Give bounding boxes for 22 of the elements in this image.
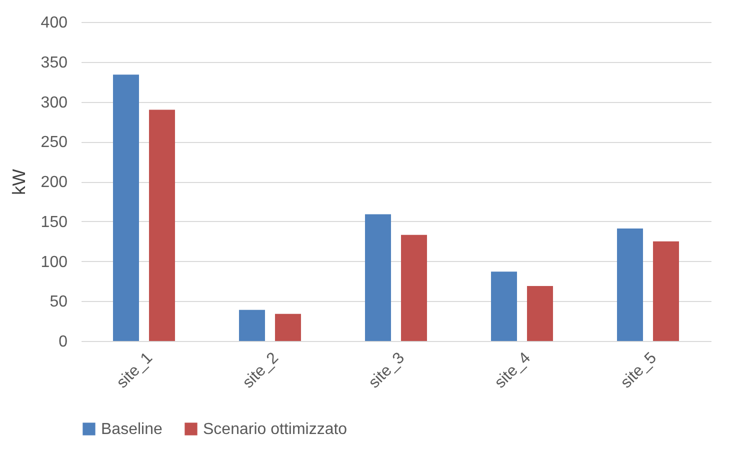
y-tick-label: 350	[40, 54, 68, 72]
bar	[365, 214, 391, 341]
y-tick-label: 300	[40, 94, 68, 112]
legend-label: Baseline	[101, 421, 162, 438]
y-tick-label: 200	[40, 174, 68, 191]
legend-label: Scenario ottimizzato	[203, 421, 348, 438]
y-tick-label: 250	[40, 134, 68, 152]
bar	[617, 228, 643, 341]
y-tick-label: 150	[40, 214, 68, 231]
y-tick-label: 400	[40, 14, 68, 32]
bar	[527, 286, 553, 341]
bar	[275, 314, 301, 341]
bar	[401, 234, 427, 341]
bar	[239, 310, 265, 341]
y-axis-title: kW	[8, 169, 29, 195]
y-tick-label: 100	[40, 254, 68, 271]
bar	[149, 110, 175, 341]
bar	[653, 241, 679, 341]
bar	[491, 272, 517, 341]
y-tick-label: 0	[58, 334, 68, 350]
y-tick-label: 50	[50, 294, 68, 311]
bar	[113, 74, 139, 341]
